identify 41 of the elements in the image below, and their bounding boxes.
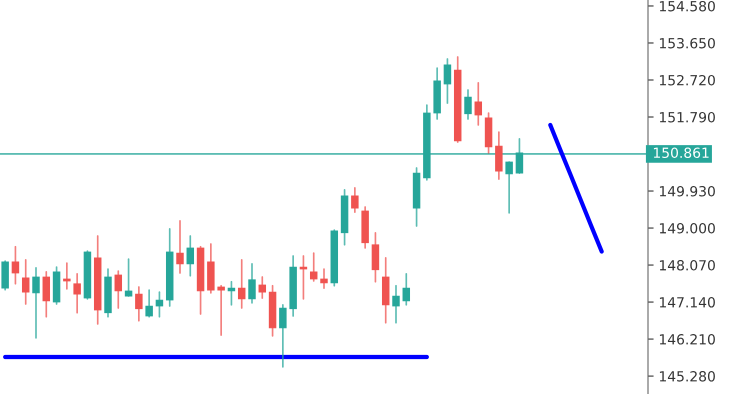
y-tick-label: 151.790 <box>660 112 715 122</box>
candlestick <box>12 246 20 285</box>
candlestick <box>22 259 30 305</box>
candlestick <box>124 258 132 297</box>
candlestick <box>248 263 256 304</box>
candlestick <box>217 284 225 336</box>
y-tick-label: 149.000 <box>660 223 715 234</box>
candlestick <box>135 286 143 322</box>
candlestick <box>176 220 184 274</box>
candlestick <box>228 280 236 306</box>
candlestick <box>310 252 318 282</box>
candlestick <box>474 82 482 126</box>
y-tick-label: 145.280 <box>660 371 715 382</box>
candlestick <box>444 58 452 104</box>
y-tick-label: 153.650 <box>660 38 715 48</box>
y-tick-label: 154.580 <box>660 0 715 12</box>
ref-line-label: 150.861 <box>654 148 709 158</box>
candlestick <box>114 270 122 309</box>
candlestick <box>258 276 266 299</box>
candlestick <box>238 259 246 309</box>
candlestick <box>392 284 400 324</box>
y-tick-label: 148.070 <box>660 260 715 271</box>
candlestick <box>279 304 287 368</box>
candlestick <box>145 289 153 318</box>
y-tick-label: 146.210 <box>660 334 715 345</box>
candlestick <box>320 268 328 289</box>
line-series <box>548 122 604 254</box>
candlestick <box>402 272 410 306</box>
candlestick <box>464 89 472 120</box>
candlestick <box>300 255 308 300</box>
y-tick-label: 152.720 <box>660 74 715 86</box>
candlestick <box>186 235 194 277</box>
candlestick <box>351 187 359 213</box>
y-tick-label: 149.930 <box>660 186 715 197</box>
candlestick <box>42 270 50 318</box>
candlestick <box>32 267 40 339</box>
candlestick <box>63 262 71 290</box>
y-tick-label: 147.140 <box>660 297 715 308</box>
candlestick <box>73 272 81 314</box>
candlestick <box>505 161 513 214</box>
candlestick <box>156 291 164 318</box>
